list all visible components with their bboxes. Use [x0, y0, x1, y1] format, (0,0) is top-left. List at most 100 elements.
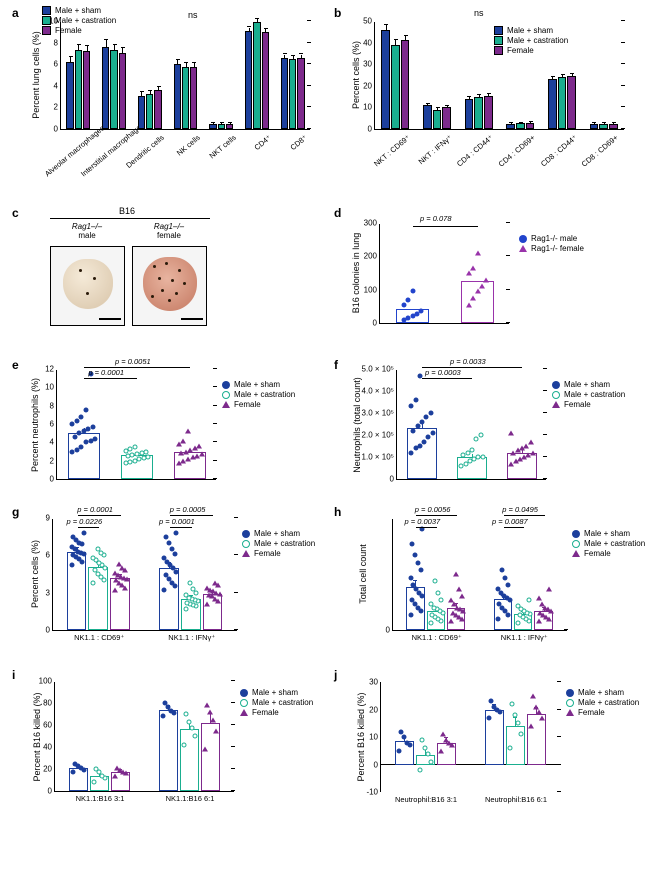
legend-i: Male + shamMale + castrationFemale: [240, 688, 313, 718]
data-point: [183, 606, 188, 611]
data-point: [116, 562, 122, 567]
data-point: [433, 579, 438, 584]
bar: [262, 32, 269, 129]
bar: [174, 64, 181, 129]
legend-e: Male + shamMale + castrationFemale: [222, 380, 295, 410]
data-point: [453, 572, 459, 577]
data-point: [475, 289, 481, 294]
data-point: [517, 613, 522, 618]
data-point: [408, 613, 413, 618]
data-point: [163, 534, 168, 539]
data-point: [539, 601, 545, 606]
data-point: [71, 553, 76, 558]
panel-i-label: i: [12, 668, 15, 682]
panel-c-left-label: Rag1–/–male: [52, 222, 122, 240]
ns-a: ns: [188, 10, 198, 20]
data-point: [415, 560, 420, 565]
data-point: [112, 773, 118, 778]
bar: [484, 96, 493, 129]
data-point: [204, 585, 210, 590]
data-point: [183, 593, 188, 598]
chart-e: 024681012p = 0.0001p = 0.0051: [56, 370, 216, 480]
bar: [433, 110, 442, 129]
bar: [442, 107, 451, 129]
data-point: [162, 588, 167, 593]
data-point: [443, 737, 449, 742]
data-point: [166, 540, 171, 545]
data-point: [161, 714, 166, 719]
data-point: [422, 746, 427, 751]
data-point: [496, 616, 501, 621]
panel-i: i 020406080100NK1.1:B16 3:1NK1.1:B16 6:1…: [12, 668, 312, 818]
data-point: [165, 705, 170, 710]
data-point: [518, 732, 523, 737]
data-point: [456, 586, 462, 591]
data-point: [72, 761, 77, 766]
panel-g: g 0369NK1.1 : CD69⁺NK1.1 : IFNγ⁺p = 0.02…: [12, 505, 312, 655]
data-point: [91, 580, 96, 585]
data-point: [508, 746, 513, 751]
data-point: [189, 726, 194, 731]
data-point: [466, 271, 472, 276]
legend-item: Rag1-/- female: [519, 244, 584, 253]
legend-item: Male + sham: [572, 529, 645, 538]
data-point: [438, 748, 444, 753]
legend-item: Male + sham: [242, 529, 315, 538]
panel-g-label: g: [12, 505, 19, 519]
data-point: [475, 251, 481, 256]
legend-item: Male + castration: [572, 539, 645, 548]
bar: [527, 714, 546, 765]
bar: [590, 124, 599, 129]
panel-c: c B16 Rag1–/–male Rag1–/–female: [12, 206, 232, 346]
bar: [180, 729, 199, 791]
legend-item: Female: [240, 708, 313, 717]
ylabel-f: Neutrophils (total count): [352, 370, 362, 480]
panel-a: a ns Male + shamMale + castrationFemale …: [12, 6, 312, 181]
data-point: [450, 611, 456, 616]
bar: [281, 58, 288, 129]
chart-j: -100102030Neutrophil:B16 3:1Neutrophil:B…: [380, 682, 560, 792]
data-point: [69, 563, 74, 568]
data-point: [419, 737, 424, 742]
data-point: [536, 618, 542, 623]
data-point: [191, 586, 196, 591]
data-point: [428, 620, 433, 625]
data-point: [213, 728, 219, 733]
legend-item: Male + sham: [552, 380, 625, 389]
data-point: [95, 547, 100, 552]
bar: [154, 90, 161, 129]
data-point: [479, 284, 485, 289]
data-point: [163, 573, 168, 578]
bar: [218, 124, 225, 129]
data-point: [491, 704, 496, 709]
panel-d: d 0100200300p = 0.078 B16 colonies in lu…: [334, 206, 642, 346]
data-point: [418, 768, 423, 773]
data-point: [71, 534, 76, 539]
data-point: [428, 601, 433, 606]
legend-item: Rag1-/- male: [519, 234, 584, 243]
legend-item: Male + castration: [240, 698, 313, 707]
data-point: [92, 780, 97, 785]
data-point: [212, 580, 218, 585]
data-point: [182, 742, 187, 747]
bar: [599, 124, 608, 129]
data-point: [411, 583, 416, 588]
data-point: [112, 570, 118, 575]
data-point: [71, 770, 76, 775]
data-point: [533, 704, 539, 709]
bar: [159, 710, 178, 791]
data-point: [539, 715, 545, 720]
data-point: [412, 553, 417, 558]
data-point: [509, 702, 514, 707]
data-point: [500, 568, 505, 573]
data-point: [430, 613, 435, 618]
legend-item: Female: [572, 549, 645, 558]
data-point: [409, 542, 414, 547]
photo-male: [50, 246, 125, 326]
panel-b-label: b: [334, 6, 341, 20]
data-point: [496, 586, 501, 591]
data-point: [69, 544, 74, 549]
bar: [245, 31, 252, 129]
legend-item: Male + castration: [222, 390, 295, 399]
data-point: [401, 735, 406, 740]
